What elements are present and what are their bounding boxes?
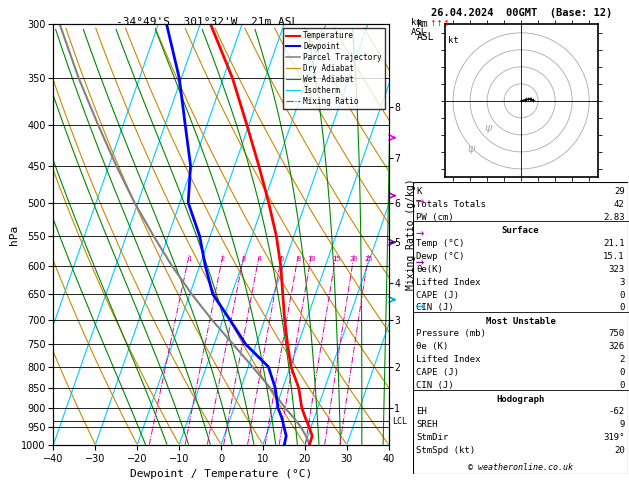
Text: 15: 15 <box>332 256 340 262</box>
Text: 15.1: 15.1 <box>603 252 625 260</box>
Text: CAPE (J): CAPE (J) <box>416 368 459 377</box>
Text: 326: 326 <box>608 342 625 351</box>
Text: 3: 3 <box>619 278 625 287</box>
Text: 319°: 319° <box>603 433 625 442</box>
Text: 20: 20 <box>350 256 359 262</box>
Text: Totals Totals: Totals Totals <box>416 200 486 209</box>
Text: 29: 29 <box>614 187 625 196</box>
Text: 6: 6 <box>280 256 284 262</box>
Text: CIN (J): CIN (J) <box>416 381 454 390</box>
Text: Lifted Index: Lifted Index <box>416 278 481 287</box>
Text: $\psi$: $\psi$ <box>467 144 476 156</box>
Text: CAPE (J): CAPE (J) <box>416 291 459 299</box>
Text: -34°49'S  301°32'W  21m ASL: -34°49'S 301°32'W 21m ASL <box>116 17 299 27</box>
Text: -62: -62 <box>608 407 625 416</box>
Text: $\psi$: $\psi$ <box>484 123 493 136</box>
Text: 3: 3 <box>242 256 246 262</box>
Text: →: → <box>416 195 424 208</box>
Text: km
ASL: km ASL <box>411 18 427 37</box>
Text: 8: 8 <box>296 256 301 262</box>
Text: Temp (°C): Temp (°C) <box>416 239 465 248</box>
Text: →: → <box>416 226 424 240</box>
Text: 2: 2 <box>619 355 625 364</box>
Text: StmDir: StmDir <box>416 433 448 442</box>
Y-axis label: hPa: hPa <box>9 225 18 244</box>
Text: 20: 20 <box>614 446 625 455</box>
Text: ASL: ASL <box>416 32 434 42</box>
Text: K: K <box>416 187 422 196</box>
Text: StmSpd (kt): StmSpd (kt) <box>416 446 476 455</box>
Text: Surface: Surface <box>502 226 539 235</box>
Text: Dewp (°C): Dewp (°C) <box>416 252 465 260</box>
Text: 10: 10 <box>307 256 316 262</box>
Text: →: → <box>416 299 424 313</box>
Legend: Temperature, Dewpoint, Parcel Trajectory, Dry Adiabat, Wet Adiabat, Isotherm, Mi: Temperature, Dewpoint, Parcel Trajectory… <box>283 28 385 109</box>
Text: Lifted Index: Lifted Index <box>416 355 481 364</box>
Text: PW (cm): PW (cm) <box>416 213 454 222</box>
Text: CIN (J): CIN (J) <box>416 303 454 312</box>
Text: θe(K): θe(K) <box>416 264 443 274</box>
Text: 323: 323 <box>608 264 625 274</box>
Text: EH: EH <box>416 407 427 416</box>
Text: 2: 2 <box>221 256 225 262</box>
Text: 26.04.2024  00GMT  (Base: 12): 26.04.2024 00GMT (Base: 12) <box>430 8 612 18</box>
Text: LCL: LCL <box>392 417 407 426</box>
Text: 0: 0 <box>619 303 625 312</box>
Text: km: km <box>416 19 428 30</box>
Text: ↑↑↑: ↑↑↑ <box>430 19 450 29</box>
Text: 0: 0 <box>619 381 625 390</box>
Text: © weatheronline.co.uk: © weatheronline.co.uk <box>468 463 573 472</box>
Text: SREH: SREH <box>416 420 438 429</box>
Text: →: → <box>416 256 424 269</box>
Text: 0: 0 <box>619 368 625 377</box>
Text: 1: 1 <box>187 256 191 262</box>
Text: θe (K): θe (K) <box>416 342 448 351</box>
Text: 2.83: 2.83 <box>603 213 625 222</box>
X-axis label: Dewpoint / Temperature (°C): Dewpoint / Temperature (°C) <box>130 469 312 479</box>
Text: Pressure (mb): Pressure (mb) <box>416 330 486 338</box>
Text: 25: 25 <box>364 256 373 262</box>
Text: 750: 750 <box>608 330 625 338</box>
Text: 42: 42 <box>614 200 625 209</box>
Text: 21.1: 21.1 <box>603 239 625 248</box>
Text: Most Unstable: Most Unstable <box>486 317 555 326</box>
Y-axis label: Mixing Ratio (g/kg): Mixing Ratio (g/kg) <box>406 179 416 290</box>
Text: Hodograph: Hodograph <box>496 395 545 404</box>
Text: 0: 0 <box>619 291 625 299</box>
Text: 9: 9 <box>619 420 625 429</box>
Text: kt: kt <box>448 36 459 45</box>
Text: 4: 4 <box>257 256 262 262</box>
